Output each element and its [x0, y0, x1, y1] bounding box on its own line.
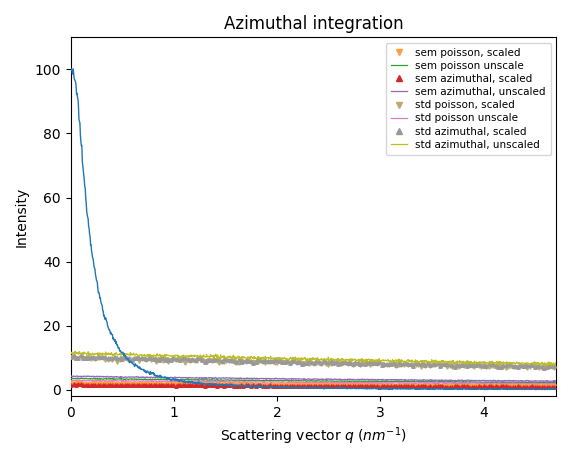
sem poisson unscale — [553, 380, 560, 385]
std azimuthal, unscaled — [264, 355, 271, 360]
sem azimuthal, scaled — [99, 382, 106, 387]
std azimuthal, unscaled — [118, 352, 124, 358]
sem azimuthal, scaled — [512, 384, 518, 389]
sem azimuthal, unscaled — [447, 377, 453, 383]
std poisson unscale — [73, 377, 79, 383]
std poisson, scaled — [99, 355, 106, 361]
sem poisson unscale — [447, 379, 453, 384]
sem poisson, scaled — [529, 383, 536, 389]
std poisson unscale — [118, 378, 124, 384]
std azimuthal, scaled — [529, 362, 536, 368]
std azimuthal, scaled — [541, 365, 548, 371]
std azimuthal, scaled — [68, 354, 75, 360]
sem poisson, scaled — [534, 383, 541, 389]
std poisson, scaled — [538, 365, 545, 371]
sem poisson, scaled — [199, 382, 206, 387]
Y-axis label: Intensity: Intensity — [15, 187, 29, 247]
sem poisson unscale — [118, 377, 124, 382]
std poisson, scaled — [199, 358, 206, 363]
Line: sem azimuthal, unscaled: sem azimuthal, unscaled — [71, 376, 556, 382]
sem azimuthal, scaled — [68, 382, 75, 388]
std poisson, scaled — [90, 355, 96, 360]
sem poisson, scaled — [104, 380, 111, 386]
sem azimuthal, scaled — [550, 384, 557, 389]
Line: sem poisson unscale: sem poisson unscale — [71, 378, 556, 383]
sem azimuthal, unscaled — [401, 377, 408, 383]
Line: std poisson, scaled: std poisson, scaled — [70, 355, 556, 370]
std azimuthal, unscaled — [401, 359, 408, 364]
sem azimuthal, scaled — [90, 382, 96, 388]
std poisson, scaled — [160, 358, 167, 364]
sem azimuthal, unscaled — [553, 379, 560, 384]
sem poisson unscale — [282, 378, 288, 383]
X-axis label: Scattering vector $q$ ($nm^{-1}$): Scattering vector $q$ ($nm^{-1}$) — [220, 426, 407, 447]
std poisson, scaled — [550, 365, 557, 371]
Line: std azimuthal, scaled: std azimuthal, scaled — [70, 353, 556, 369]
Line: std poisson unscale: std poisson unscale — [71, 380, 556, 384]
std azimuthal, scaled — [90, 354, 96, 359]
sem poisson unscale — [401, 379, 408, 384]
std azimuthal, unscaled — [455, 359, 462, 365]
std azimuthal, scaled — [78, 352, 85, 358]
Legend: sem poisson, scaled, sem poisson unscale, sem azimuthal, scaled, sem azimuthal, : sem poisson, scaled, sem poisson unscale… — [386, 43, 551, 155]
std azimuthal, scaled — [160, 355, 167, 360]
std azimuthal, scaled — [550, 363, 557, 368]
std poisson unscale — [68, 377, 75, 383]
sem poisson unscale — [455, 379, 462, 384]
sem poisson, scaled — [512, 383, 518, 389]
std azimuthal, unscaled — [553, 359, 560, 365]
sem azimuthal, unscaled — [282, 376, 288, 382]
sem azimuthal, unscaled — [118, 374, 124, 379]
std azimuthal, unscaled — [68, 351, 75, 357]
sem poisson, scaled — [68, 380, 75, 386]
sem azimuthal, unscaled — [455, 378, 462, 383]
std poisson unscale — [282, 379, 288, 385]
Line: sem poisson, scaled: sem poisson, scaled — [70, 382, 556, 388]
std poisson, scaled — [68, 354, 75, 360]
sem poisson, scaled — [97, 380, 104, 386]
std poisson unscale — [447, 380, 453, 386]
std poisson unscale — [531, 382, 538, 387]
Title: Azimuthal integration: Azimuthal integration — [223, 15, 403, 33]
std azimuthal, unscaled — [282, 355, 288, 361]
std azimuthal, scaled — [99, 354, 106, 360]
std poisson unscale — [401, 380, 408, 385]
sem poisson unscale — [74, 375, 81, 381]
sem azimuthal, scaled — [160, 383, 167, 388]
sem azimuthal, unscaled — [264, 376, 271, 382]
std poisson unscale — [264, 379, 271, 385]
sem azimuthal, unscaled — [74, 373, 81, 379]
sem azimuthal, scaled — [199, 383, 206, 388]
Line: sem azimuthal, scaled: sem azimuthal, scaled — [70, 383, 556, 389]
sem poisson unscale — [536, 380, 542, 386]
std azimuthal, unscaled — [447, 359, 453, 364]
sem poisson unscale — [68, 376, 75, 381]
Line: std azimuthal, unscaled: std azimuthal, unscaled — [71, 351, 556, 366]
std poisson, scaled — [512, 364, 518, 370]
std azimuthal, scaled — [199, 357, 206, 363]
sem poisson, scaled — [160, 382, 167, 387]
std azimuthal, unscaled — [552, 364, 559, 369]
sem azimuthal, scaled — [534, 384, 541, 390]
std poisson unscale — [455, 381, 462, 386]
sem poisson unscale — [264, 377, 271, 383]
sem azimuthal, scaled — [529, 384, 536, 389]
sem azimuthal, scaled — [75, 382, 82, 387]
std poisson unscale — [553, 381, 560, 386]
sem poisson, scaled — [87, 381, 94, 386]
sem poisson, scaled — [550, 383, 557, 389]
std poisson, scaled — [529, 362, 536, 367]
std poisson, scaled — [85, 354, 91, 359]
std azimuthal, unscaled — [71, 348, 78, 354]
sem azimuthal, unscaled — [68, 373, 75, 379]
std azimuthal, scaled — [512, 363, 518, 369]
